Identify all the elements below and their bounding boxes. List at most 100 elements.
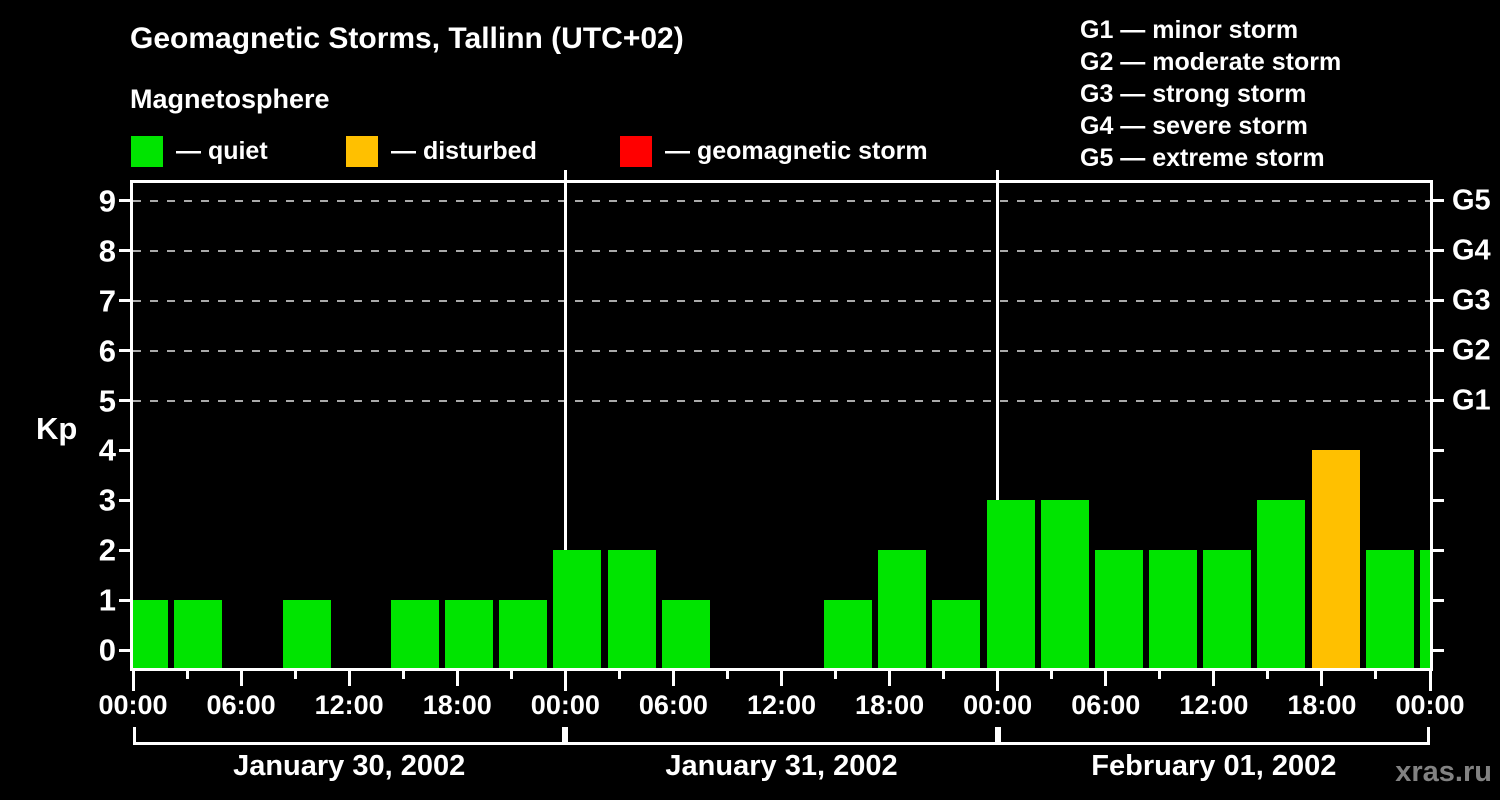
day-bracket-end bbox=[562, 727, 566, 745]
legend-label-disturbed: — disturbed bbox=[391, 137, 537, 165]
x-axis-tick bbox=[185, 671, 189, 679]
g-legend-line-g5: G5 — extreme storm bbox=[1080, 144, 1325, 172]
right-axis-tick bbox=[1433, 498, 1444, 502]
day-boundary-tick bbox=[996, 170, 1000, 180]
gridline-kp9 bbox=[133, 199, 1430, 202]
x-axis-time-label: 06:00 bbox=[638, 690, 708, 720]
x-axis-tick bbox=[1374, 671, 1378, 679]
kp-bar bbox=[1419, 550, 1430, 668]
x-axis-time-label: 12:00 bbox=[746, 690, 817, 720]
kp-bar bbox=[607, 550, 656, 668]
x-axis-time-label: 00:00 bbox=[1395, 690, 1465, 720]
right-axis-tick bbox=[1433, 598, 1444, 602]
g-level-label-g2: G2 bbox=[1452, 334, 1491, 367]
legend-label-storm: — geomagnetic storm bbox=[665, 137, 928, 165]
right-axis-tick bbox=[1433, 448, 1444, 452]
y-axis-tick bbox=[119, 598, 130, 602]
right-axis-tick bbox=[1433, 349, 1444, 353]
y-axis-label: 4 bbox=[98, 432, 116, 468]
kp-bar bbox=[1040, 500, 1089, 668]
y-axis-tick bbox=[119, 249, 130, 253]
kp-bar bbox=[1365, 550, 1414, 668]
y-axis-label: 8 bbox=[98, 233, 116, 269]
plot-border bbox=[130, 180, 1433, 671]
x-axis-time-label: 18:00 bbox=[1287, 690, 1357, 720]
gridline-kp8 bbox=[133, 249, 1430, 252]
right-axis-tick bbox=[1433, 299, 1444, 303]
x-axis-tick bbox=[834, 671, 838, 679]
y-axis-tick bbox=[119, 548, 130, 552]
kp-bar bbox=[390, 600, 439, 668]
date-label: February 01, 2002 bbox=[1091, 750, 1337, 782]
x-axis-tick bbox=[293, 671, 297, 679]
x-axis-tick bbox=[563, 671, 567, 691]
x-axis-tick bbox=[942, 671, 946, 679]
x-axis-tick bbox=[347, 671, 351, 686]
x-axis-tick bbox=[780, 671, 783, 686]
x-axis-tick bbox=[996, 671, 1000, 691]
x-axis-tick bbox=[1212, 671, 1216, 686]
x-axis-tick bbox=[401, 671, 405, 679]
day-boundary-tick bbox=[563, 170, 567, 180]
plot-area bbox=[133, 183, 1430, 668]
legend-label-quiet: — quiet bbox=[176, 137, 268, 165]
y-axis-label: 0 bbox=[98, 632, 116, 668]
x-axis-tick bbox=[455, 671, 459, 686]
g-scale-legend: G1 — minor storm G2 — moderate storm G3 … bbox=[1080, 14, 1341, 174]
kp-bar bbox=[1149, 550, 1198, 668]
right-axis-tick bbox=[1433, 399, 1444, 402]
g-level-label-g4: G4 bbox=[1452, 234, 1491, 267]
y-axis-label: 5 bbox=[98, 383, 116, 418]
x-axis-tick bbox=[1104, 671, 1108, 686]
kp-bar bbox=[133, 600, 169, 668]
y-axis-title: Kp bbox=[36, 411, 78, 446]
x-axis-time-label: 00:00 bbox=[530, 690, 600, 720]
kp-bar bbox=[174, 600, 223, 668]
y-axis-tick bbox=[119, 199, 130, 203]
gridline-kp5 bbox=[133, 399, 1430, 402]
x-axis-tick bbox=[1428, 671, 1432, 691]
g-legend-line-g2: G2 — moderate storm bbox=[1080, 48, 1342, 76]
x-axis-tick bbox=[1266, 671, 1270, 679]
day-bracket bbox=[997, 742, 1430, 745]
day-bracket-end bbox=[994, 727, 998, 745]
x-axis-tick bbox=[1158, 671, 1162, 679]
kp-bar bbox=[553, 550, 602, 668]
kp-bar bbox=[878, 550, 927, 668]
day-bracket bbox=[565, 742, 998, 745]
x-axis-time-label: 18:00 bbox=[422, 690, 492, 720]
x-axis-tick bbox=[671, 671, 675, 686]
date-label: January 31, 2002 bbox=[665, 750, 898, 782]
g-level-label-g5: G5 bbox=[1452, 184, 1491, 217]
y-axis-tick bbox=[119, 648, 130, 652]
day-bracket-end bbox=[997, 727, 1001, 745]
kp-bar bbox=[1203, 550, 1252, 668]
day-bracket-end bbox=[565, 727, 569, 745]
x-axis-time-label: 06:00 bbox=[1071, 690, 1141, 720]
y-axis-label: 2 bbox=[98, 532, 116, 568]
quiet-color-swatch-icon bbox=[131, 136, 163, 167]
disturbed-color-swatch-icon bbox=[346, 136, 378, 167]
kp-bar bbox=[986, 500, 1035, 668]
y-axis-label: 1 bbox=[98, 582, 116, 618]
x-axis-tick bbox=[131, 671, 135, 691]
x-axis-time-label: 18:00 bbox=[855, 690, 925, 720]
right-axis-tick bbox=[1433, 199, 1444, 203]
x-axis-time-label: 00:00 bbox=[98, 690, 168, 720]
x-axis-time-label: 12:00 bbox=[1179, 690, 1249, 720]
y-axis-label: 7 bbox=[98, 283, 116, 319]
kp-bar bbox=[824, 600, 873, 668]
y-axis-tick bbox=[119, 349, 130, 353]
right-axis-tick bbox=[1433, 648, 1444, 652]
g-legend-line-g3: G3 — strong storm bbox=[1080, 80, 1307, 108]
kp-bar bbox=[1311, 450, 1360, 668]
x-axis-tick bbox=[509, 671, 513, 679]
chart-title: Geomagnetic Storms, Tallinn (UTC+02) bbox=[130, 22, 684, 55]
kp-bar bbox=[932, 600, 981, 668]
y-axis-tick bbox=[119, 448, 130, 452]
x-axis-time-label: 00:00 bbox=[963, 690, 1033, 720]
gridline-kp6 bbox=[133, 349, 1430, 352]
chart-subtitle: Magnetosphere bbox=[130, 84, 330, 114]
x-axis-time-label: 12:00 bbox=[314, 690, 384, 720]
x-axis-time-label: 06:00 bbox=[206, 690, 276, 720]
